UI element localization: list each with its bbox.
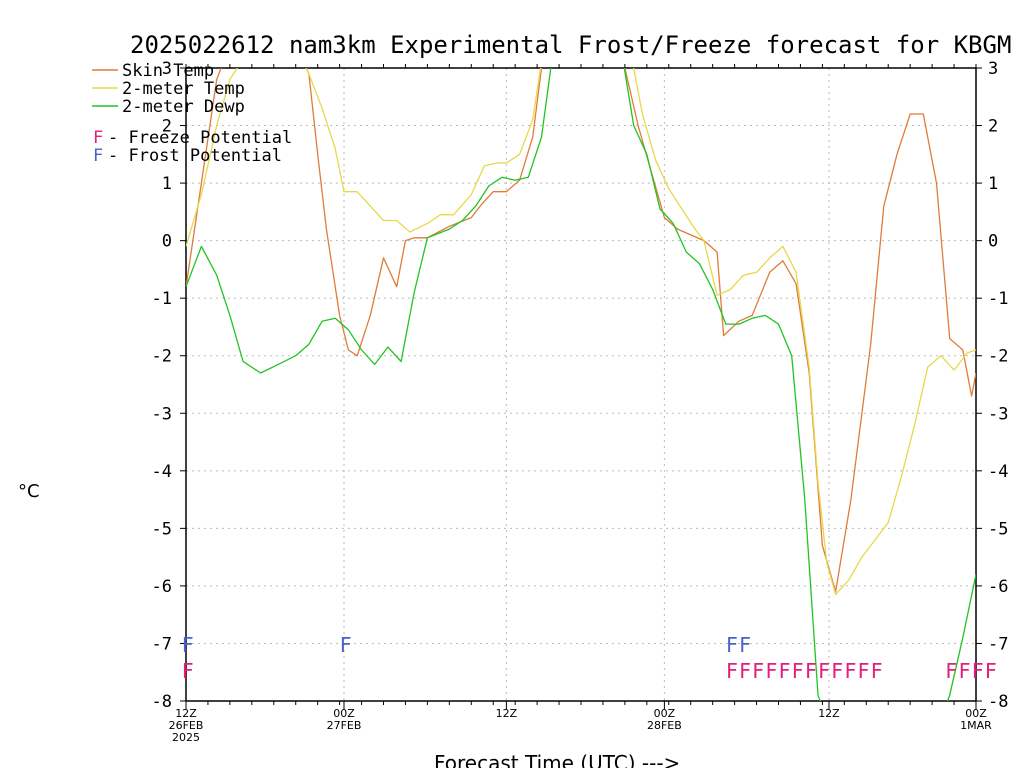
x-tick-label: 12Z: [175, 707, 197, 720]
y-tick-label-right: -1: [988, 289, 1008, 309]
x-tick-label: 00Z: [965, 707, 987, 720]
legend-label: 2-meter Temp: [122, 79, 245, 99]
freeze-flag: F: [844, 659, 856, 683]
y-tick-label-left: -5: [152, 519, 172, 539]
frost-flag: F: [182, 633, 194, 657]
x-tick-label: 12Z: [818, 707, 840, 720]
freeze-flag: F: [765, 659, 777, 683]
legend-flag-label: - Frost Potential: [108, 146, 282, 166]
legend-label: Skin Temp: [122, 61, 214, 81]
y-tick-label-right: -8: [988, 692, 1008, 712]
legend-flag-letter: F: [93, 146, 103, 166]
y-tick-label-right: 1: [988, 174, 998, 194]
grid: [186, 68, 976, 701]
freeze-flag: F: [818, 659, 830, 683]
x-tick-label: 28FEB: [647, 719, 682, 732]
y-tick-label-right: -4: [988, 462, 1008, 482]
x-tick-label: 1MAR: [960, 719, 992, 732]
series-line-2-meter-dewp: [186, 68, 976, 701]
series-line-skin-temp: [186, 68, 976, 593]
freeze-flag: F: [182, 659, 194, 683]
frost-flag: F: [726, 633, 738, 657]
y-tick-label-left: -2: [152, 347, 172, 367]
y-tick-label-right: 3: [988, 59, 998, 79]
y-tick-label-left: 3: [162, 59, 172, 79]
potential-flags: F F F FF F F F F F F F F F F F F F F F F: [182, 633, 997, 683]
y-tick-label-right: -6: [988, 577, 1008, 597]
y-tick-label-left: 0: [162, 232, 172, 252]
x-tick-label: 2025: [172, 731, 200, 744]
freeze-flag: F: [831, 659, 843, 683]
legend-flag-letter: F: [93, 128, 103, 148]
freeze-flag: F: [792, 659, 804, 683]
y-tick-label-left: -8: [152, 692, 172, 712]
freeze-flag: F: [858, 659, 870, 683]
y-axis-title: °C: [18, 481, 40, 502]
y-tick-label-right: -5: [988, 519, 1008, 539]
y-tick-label-right: -7: [988, 634, 1008, 654]
freeze-flag: F: [871, 659, 883, 683]
y-tick-label-right: 2: [988, 117, 998, 137]
y-tick-label-right: -3: [988, 404, 1008, 424]
y-tick-label-left: 1: [162, 174, 172, 194]
frost-flag: F: [340, 633, 352, 657]
freeze-flag: F: [752, 659, 764, 683]
y-tick-label-left: -6: [152, 577, 172, 597]
y-tick-label-left: -7: [152, 634, 172, 654]
frost-flag: F: [739, 633, 751, 657]
y-tick-label-right: 0: [988, 232, 998, 252]
x-tick-label: 00Z: [654, 707, 676, 720]
y-tick-label-right: -2: [988, 347, 1008, 367]
x-tick-label: 26FEB: [169, 719, 204, 732]
y-tick-label-left: -1: [152, 289, 172, 309]
y-axis: -8 -8 -7 -7 -6 -6 -5 -5 -4 -4 -3 -3 -2 -2 -1 -1 0 0 1 1 2 2 3 3: [152, 59, 1009, 712]
legend-flag-label: - Freeze Potential: [108, 128, 292, 148]
x-tick-label: 27FEB: [327, 719, 362, 732]
plot-frame: [185, 67, 977, 702]
x-tick-label: 12Z: [496, 707, 518, 720]
x-axis-title: Forecast Time (UTC) --->: [434, 751, 680, 768]
freeze-flag: F: [779, 659, 791, 683]
y-tick-label-left: -4: [152, 462, 172, 482]
chart-title: 2025022612 nam3km Experimental Frost/Fre…: [130, 31, 1011, 59]
freeze-flag: F: [805, 659, 817, 683]
freeze-flag: F: [972, 659, 984, 683]
freeze-flag: F: [958, 659, 970, 683]
freeze-flag: F: [739, 659, 751, 683]
y-tick-label-left: 2: [162, 117, 172, 137]
freeze-flag: F: [726, 659, 738, 683]
y-tick-label-left: -3: [152, 404, 172, 424]
series-line-2-meter-temp: [186, 68, 976, 596]
series-group: [186, 68, 976, 701]
x-tick-label: 00Z: [333, 707, 355, 720]
legend-label: 2-meter Dewp: [122, 97, 245, 117]
freeze-flag: F: [985, 659, 997, 683]
freeze-flag: F: [945, 659, 957, 683]
